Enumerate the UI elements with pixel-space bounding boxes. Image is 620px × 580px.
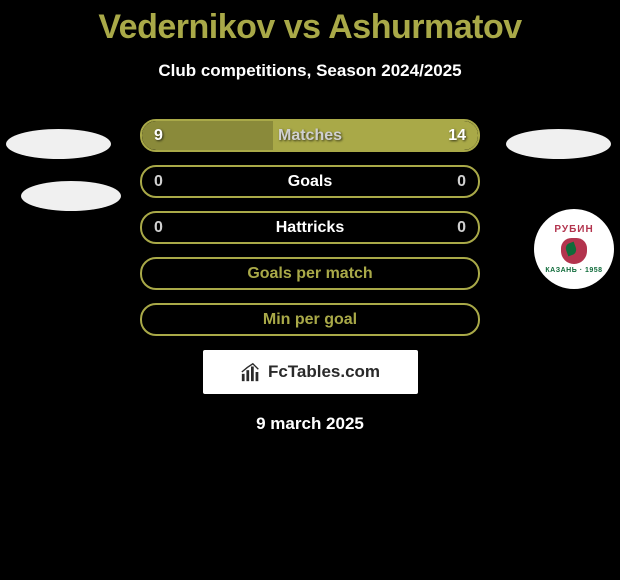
page-subtitle: Club competitions, Season 2024/2025 bbox=[0, 61, 620, 81]
chart-icon bbox=[240, 361, 262, 383]
stats-bars: 9 Matches 14 0 Goals 0 0 Hattricks 0 Goals per ma… bbox=[140, 119, 480, 336]
player-left-avatar bbox=[6, 119, 114, 209]
footer-logo-text: FcTables.com bbox=[268, 362, 380, 382]
stat-bar: Goals per match bbox=[140, 257, 480, 290]
stat-label: Min per goal bbox=[263, 311, 357, 329]
club-badge-right: РУБИН КАЗАНЬ · 1958 bbox=[534, 209, 614, 289]
avatar-placeholder-icon bbox=[6, 129, 111, 159]
stat-right-value: 0 bbox=[457, 219, 466, 237]
club-badge-icon bbox=[561, 238, 587, 264]
club-badge-bottom-text: КАЗАНЬ · 1958 bbox=[545, 267, 602, 274]
stat-left-value: 0 bbox=[154, 173, 163, 191]
stat-left-value: 9 bbox=[154, 127, 163, 145]
page-title: Vedernikov vs Ashurmatov bbox=[0, 0, 620, 47]
club-placeholder-icon bbox=[21, 181, 121, 211]
stat-bar: Min per goal bbox=[140, 303, 480, 336]
club-badge-top-text: РУБИН bbox=[554, 224, 593, 235]
stat-label: Matches bbox=[278, 127, 342, 145]
stat-bar: 0 Hattricks 0 bbox=[140, 211, 480, 244]
stat-right-value: 14 bbox=[448, 127, 466, 145]
stat-left-value: 0 bbox=[154, 219, 163, 237]
stat-label: Hattricks bbox=[276, 219, 344, 237]
footer-date: 9 march 2025 bbox=[0, 414, 620, 434]
stat-bar: 0 Goals 0 bbox=[140, 165, 480, 198]
stat-bar: 9 Matches 14 bbox=[140, 119, 480, 152]
comparison-content: РУБИН КАЗАНЬ · 1958 9 Matches 14 0 Goals 0 0 Ha… bbox=[0, 119, 620, 434]
stat-label: Goals per match bbox=[247, 265, 372, 283]
footer-logo[interactable]: FcTables.com bbox=[203, 350, 418, 394]
stat-label: Goals bbox=[288, 173, 332, 191]
avatar-placeholder-icon bbox=[506, 129, 611, 159]
stat-right-value: 0 bbox=[457, 173, 466, 191]
player-right-avatar bbox=[506, 119, 614, 209]
